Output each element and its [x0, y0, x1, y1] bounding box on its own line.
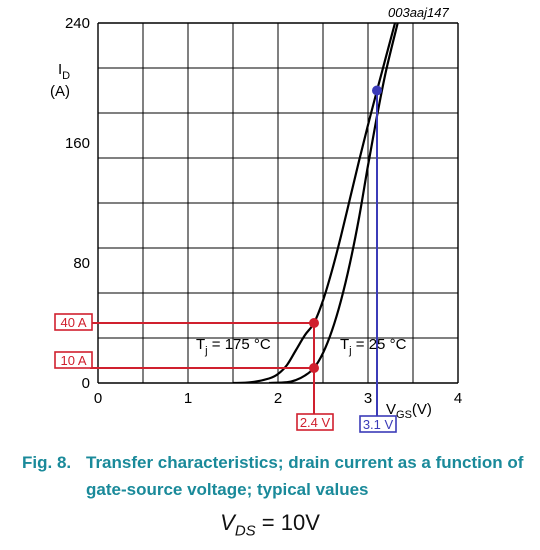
marker-3-1v: [372, 85, 382, 96]
marker-40a: [309, 318, 319, 328]
y-tick-label: 80: [73, 255, 90, 272]
formula-symbol: V: [220, 510, 235, 535]
label-10a-box: [54, 351, 93, 369]
y-axis-unit: (A): [50, 83, 70, 100]
transfer-characteristics-chart: 0 1 2 3 4 0 80 160 240 40 A 10 A 2.4 V 3.1 V Tj = 1…: [50, 5, 462, 433]
figure-id: 003aaj147: [388, 5, 449, 20]
label-10a: 10 A: [60, 353, 86, 368]
axis-labels: Tj = 175 °C Tj = 25 °C 003aaj147 ID(A) VGS(V…: [50, 5, 449, 421]
label-2-4v: 2.4 V: [300, 415, 331, 430]
x-tick-label: 2: [274, 390, 282, 407]
y-tick-label: 0: [82, 375, 90, 392]
series-label: Tj = 25 °C: [340, 336, 407, 357]
x-tick-label: 4: [454, 390, 462, 407]
label-40a-box: [54, 313, 93, 331]
x-tick-label: 0: [94, 390, 102, 407]
label-2-4v-box: [296, 413, 334, 431]
y-axis-label: ID: [58, 61, 70, 82]
x-tick-label: 3: [364, 390, 372, 407]
condition-formula: VDS = 10V: [0, 510, 540, 539]
annotations: 40 A 10 A 2.4 V 3.1 V: [54, 85, 397, 433]
figure-caption-text: Transfer characteristics; drain current …: [86, 453, 524, 499]
x-tick-label: 1: [184, 390, 192, 407]
figure-number: Fig. 8.: [22, 453, 72, 472]
series-line-tj-175: [232, 22, 397, 383]
label-3-1v-box: [359, 415, 397, 433]
y-tick-label: 240: [65, 15, 90, 32]
label-3-1v: 3.1 V: [363, 417, 394, 432]
label-40a: 40 A: [60, 315, 86, 330]
formula-subscript: DS: [234, 522, 256, 540]
y-tick-label: 160: [65, 135, 90, 152]
tick-labels: 0 1 2 3 4 0 80 160 240: [65, 15, 462, 407]
formula-value: = 10V: [255, 510, 320, 535]
series-label: Tj = 175 °C: [196, 336, 271, 357]
marker-10a: [309, 363, 319, 373]
grid: [97, 22, 459, 384]
x-axis-label: VGS(V): [386, 401, 432, 421]
